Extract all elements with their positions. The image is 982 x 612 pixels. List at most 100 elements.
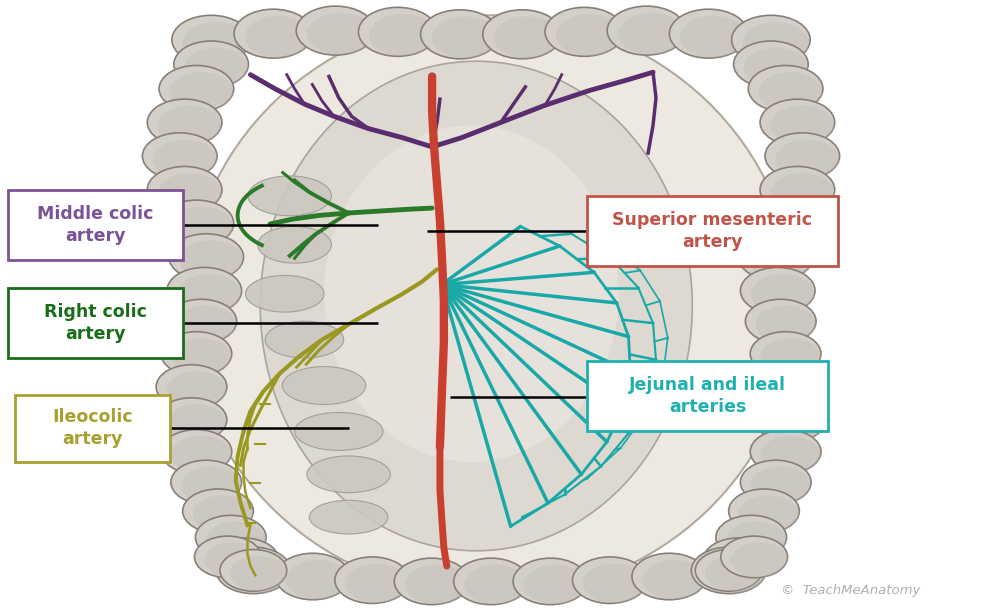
Circle shape — [759, 207, 822, 246]
Circle shape — [307, 13, 374, 54]
Circle shape — [171, 338, 232, 376]
Circle shape — [742, 22, 809, 64]
Circle shape — [142, 133, 217, 179]
Circle shape — [776, 140, 839, 179]
Circle shape — [716, 515, 787, 559]
Circle shape — [573, 557, 647, 603]
Circle shape — [755, 305, 816, 343]
FancyBboxPatch shape — [15, 395, 170, 462]
Circle shape — [771, 173, 834, 212]
Circle shape — [750, 332, 821, 376]
Circle shape — [681, 16, 747, 58]
Circle shape — [420, 10, 499, 59]
Circle shape — [369, 14, 436, 56]
FancyBboxPatch shape — [587, 361, 828, 431]
Circle shape — [195, 515, 266, 559]
Circle shape — [740, 460, 811, 504]
Circle shape — [765, 404, 826, 442]
Circle shape — [218, 544, 279, 582]
Text: Middle colic
artery: Middle colic artery — [37, 205, 153, 245]
Circle shape — [230, 556, 287, 591]
Circle shape — [738, 495, 799, 533]
Circle shape — [158, 106, 221, 145]
Circle shape — [169, 234, 244, 280]
Ellipse shape — [324, 125, 619, 462]
Circle shape — [147, 99, 222, 146]
Text: Jejunal and ileal
arteries: Jejunal and ileal arteries — [629, 376, 786, 416]
Circle shape — [454, 558, 528, 605]
Circle shape — [171, 460, 242, 504]
Circle shape — [166, 371, 227, 409]
Circle shape — [751, 274, 814, 313]
Circle shape — [180, 241, 243, 280]
Circle shape — [771, 106, 834, 145]
Circle shape — [227, 554, 290, 593]
Circle shape — [194, 536, 261, 578]
Circle shape — [176, 305, 237, 343]
Circle shape — [286, 560, 350, 599]
Circle shape — [726, 521, 787, 559]
Circle shape — [670, 9, 748, 58]
Ellipse shape — [257, 226, 331, 263]
Text: Right colic
artery: Right colic artery — [44, 303, 146, 343]
Circle shape — [759, 72, 822, 111]
Circle shape — [631, 553, 706, 600]
Circle shape — [738, 234, 813, 280]
FancyBboxPatch shape — [8, 288, 183, 358]
Circle shape — [740, 267, 815, 314]
Circle shape — [760, 436, 821, 474]
Ellipse shape — [295, 412, 383, 450]
Circle shape — [172, 15, 250, 64]
Circle shape — [513, 558, 587, 605]
Circle shape — [703, 538, 774, 582]
Ellipse shape — [309, 501, 388, 534]
Circle shape — [695, 550, 762, 591]
Circle shape — [153, 140, 216, 179]
Circle shape — [192, 495, 253, 533]
Circle shape — [204, 542, 261, 578]
Circle shape — [750, 466, 811, 504]
Ellipse shape — [283, 367, 366, 405]
Circle shape — [607, 6, 685, 55]
Circle shape — [705, 556, 762, 591]
Circle shape — [216, 547, 291, 594]
Circle shape — [156, 398, 227, 442]
Circle shape — [732, 15, 810, 64]
Circle shape — [731, 542, 788, 578]
Circle shape — [744, 48, 807, 87]
Text: Superior mesenteric
artery: Superior mesenteric artery — [613, 211, 812, 251]
Circle shape — [760, 99, 835, 146]
Circle shape — [166, 404, 227, 442]
Circle shape — [181, 466, 242, 504]
Circle shape — [755, 365, 826, 409]
Circle shape — [483, 10, 562, 59]
Circle shape — [760, 338, 821, 376]
Circle shape — [642, 560, 706, 599]
Circle shape — [297, 6, 375, 55]
Circle shape — [464, 565, 527, 604]
Circle shape — [220, 550, 287, 591]
Circle shape — [729, 489, 799, 533]
Circle shape — [556, 14, 623, 56]
Circle shape — [147, 166, 222, 213]
Circle shape — [166, 299, 237, 343]
Circle shape — [178, 274, 241, 313]
Circle shape — [765, 133, 840, 179]
Circle shape — [431, 17, 498, 58]
Circle shape — [161, 332, 232, 376]
Circle shape — [245, 16, 311, 58]
Circle shape — [174, 41, 248, 88]
Circle shape — [183, 22, 249, 64]
Ellipse shape — [187, 15, 795, 597]
FancyBboxPatch shape — [587, 196, 838, 266]
Circle shape — [234, 9, 312, 58]
Text: ©  TeachMeAnatomy: © TeachMeAnatomy — [781, 584, 920, 597]
Circle shape — [394, 558, 468, 605]
Circle shape — [702, 554, 765, 593]
Ellipse shape — [246, 275, 324, 312]
Circle shape — [545, 7, 624, 56]
Circle shape — [161, 430, 232, 474]
Circle shape — [159, 65, 234, 112]
Circle shape — [691, 547, 766, 594]
Circle shape — [335, 557, 409, 603]
